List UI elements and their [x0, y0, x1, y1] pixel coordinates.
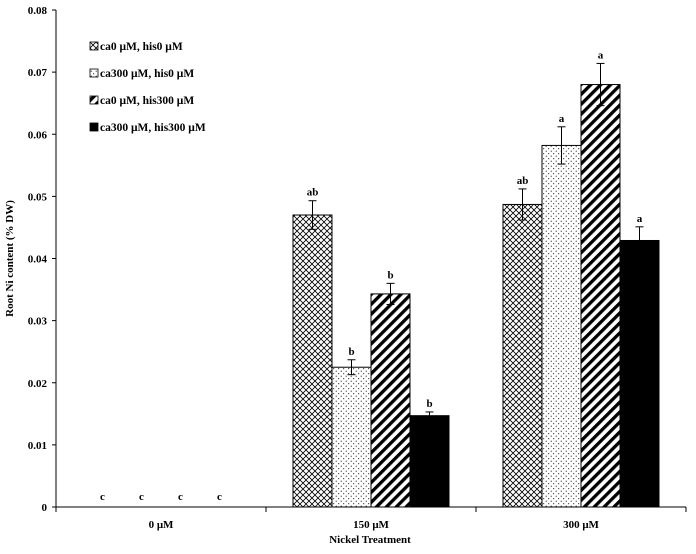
bar-significance-label: c — [100, 491, 105, 503]
legend-label: ca300 μM, his0 μM — [100, 68, 194, 80]
y-tick-label: 0.08 — [28, 5, 48, 17]
legend-swatch — [89, 41, 99, 51]
y-tick-label: 0.07 — [28, 67, 48, 79]
bar-significance-label: b — [426, 398, 432, 410]
bar-significance-label: c — [178, 491, 183, 503]
legend: ca0 μM, his0 μM ca300 μM, his0 μM ca0 μM, … — [89, 41, 206, 134]
bar-significance-label: b — [348, 346, 354, 358]
bar — [541, 144, 582, 508]
legend-label: ca300 μM, his300 μM — [100, 122, 206, 134]
bar — [292, 214, 333, 508]
bar — [331, 366, 372, 508]
bar — [409, 415, 450, 508]
bar-significance-label: a — [598, 49, 604, 61]
bar-significance-label: ab — [517, 175, 529, 187]
bars — [292, 62, 660, 508]
legend-swatch — [89, 122, 99, 132]
bar-significance-label: a — [637, 213, 643, 225]
bar — [619, 239, 660, 508]
y-tick-label: 0 — [42, 502, 48, 514]
y-tick-label: 0.02 — [28, 378, 48, 390]
bar-significance-label: ab — [307, 187, 319, 199]
y-tick-label: 0.01 — [28, 440, 47, 452]
legend-label: ca0 μM, his0 μM — [100, 41, 183, 53]
bar-significance-label: a — [559, 113, 565, 125]
axes: 0 0.01 0.02 0.03 0.04 0.05 0.06 0.07 0.08 0 μM 150… — [4, 5, 687, 546]
legend-swatch — [89, 68, 99, 78]
legend-swatch — [89, 95, 99, 105]
bar-significance-label: b — [387, 269, 393, 281]
y-tick-label: 0.04 — [28, 254, 48, 266]
x-tick-label: 300 μM — [563, 519, 599, 531]
bar-labels: c c c c ab b b b ab a a a — [100, 49, 643, 503]
y-tick-label: 0.05 — [28, 191, 48, 203]
y-axis-title: Root Ni content (% DW) — [4, 200, 16, 317]
bar-significance-label: c — [217, 491, 222, 503]
bar — [370, 293, 411, 508]
x-axis-title: Nickel Treatment — [329, 534, 411, 546]
legend-label: ca0 μM, his300 μM — [100, 95, 194, 107]
y-tick-label: 0.03 — [28, 316, 48, 328]
x-tick-label: 0 μM — [149, 519, 174, 531]
y-tick-label: 0.06 — [28, 129, 48, 141]
bar — [580, 84, 621, 508]
bar — [502, 203, 543, 508]
x-tick-label: 150 μM — [353, 519, 389, 531]
bar-significance-label: c — [139, 491, 144, 503]
